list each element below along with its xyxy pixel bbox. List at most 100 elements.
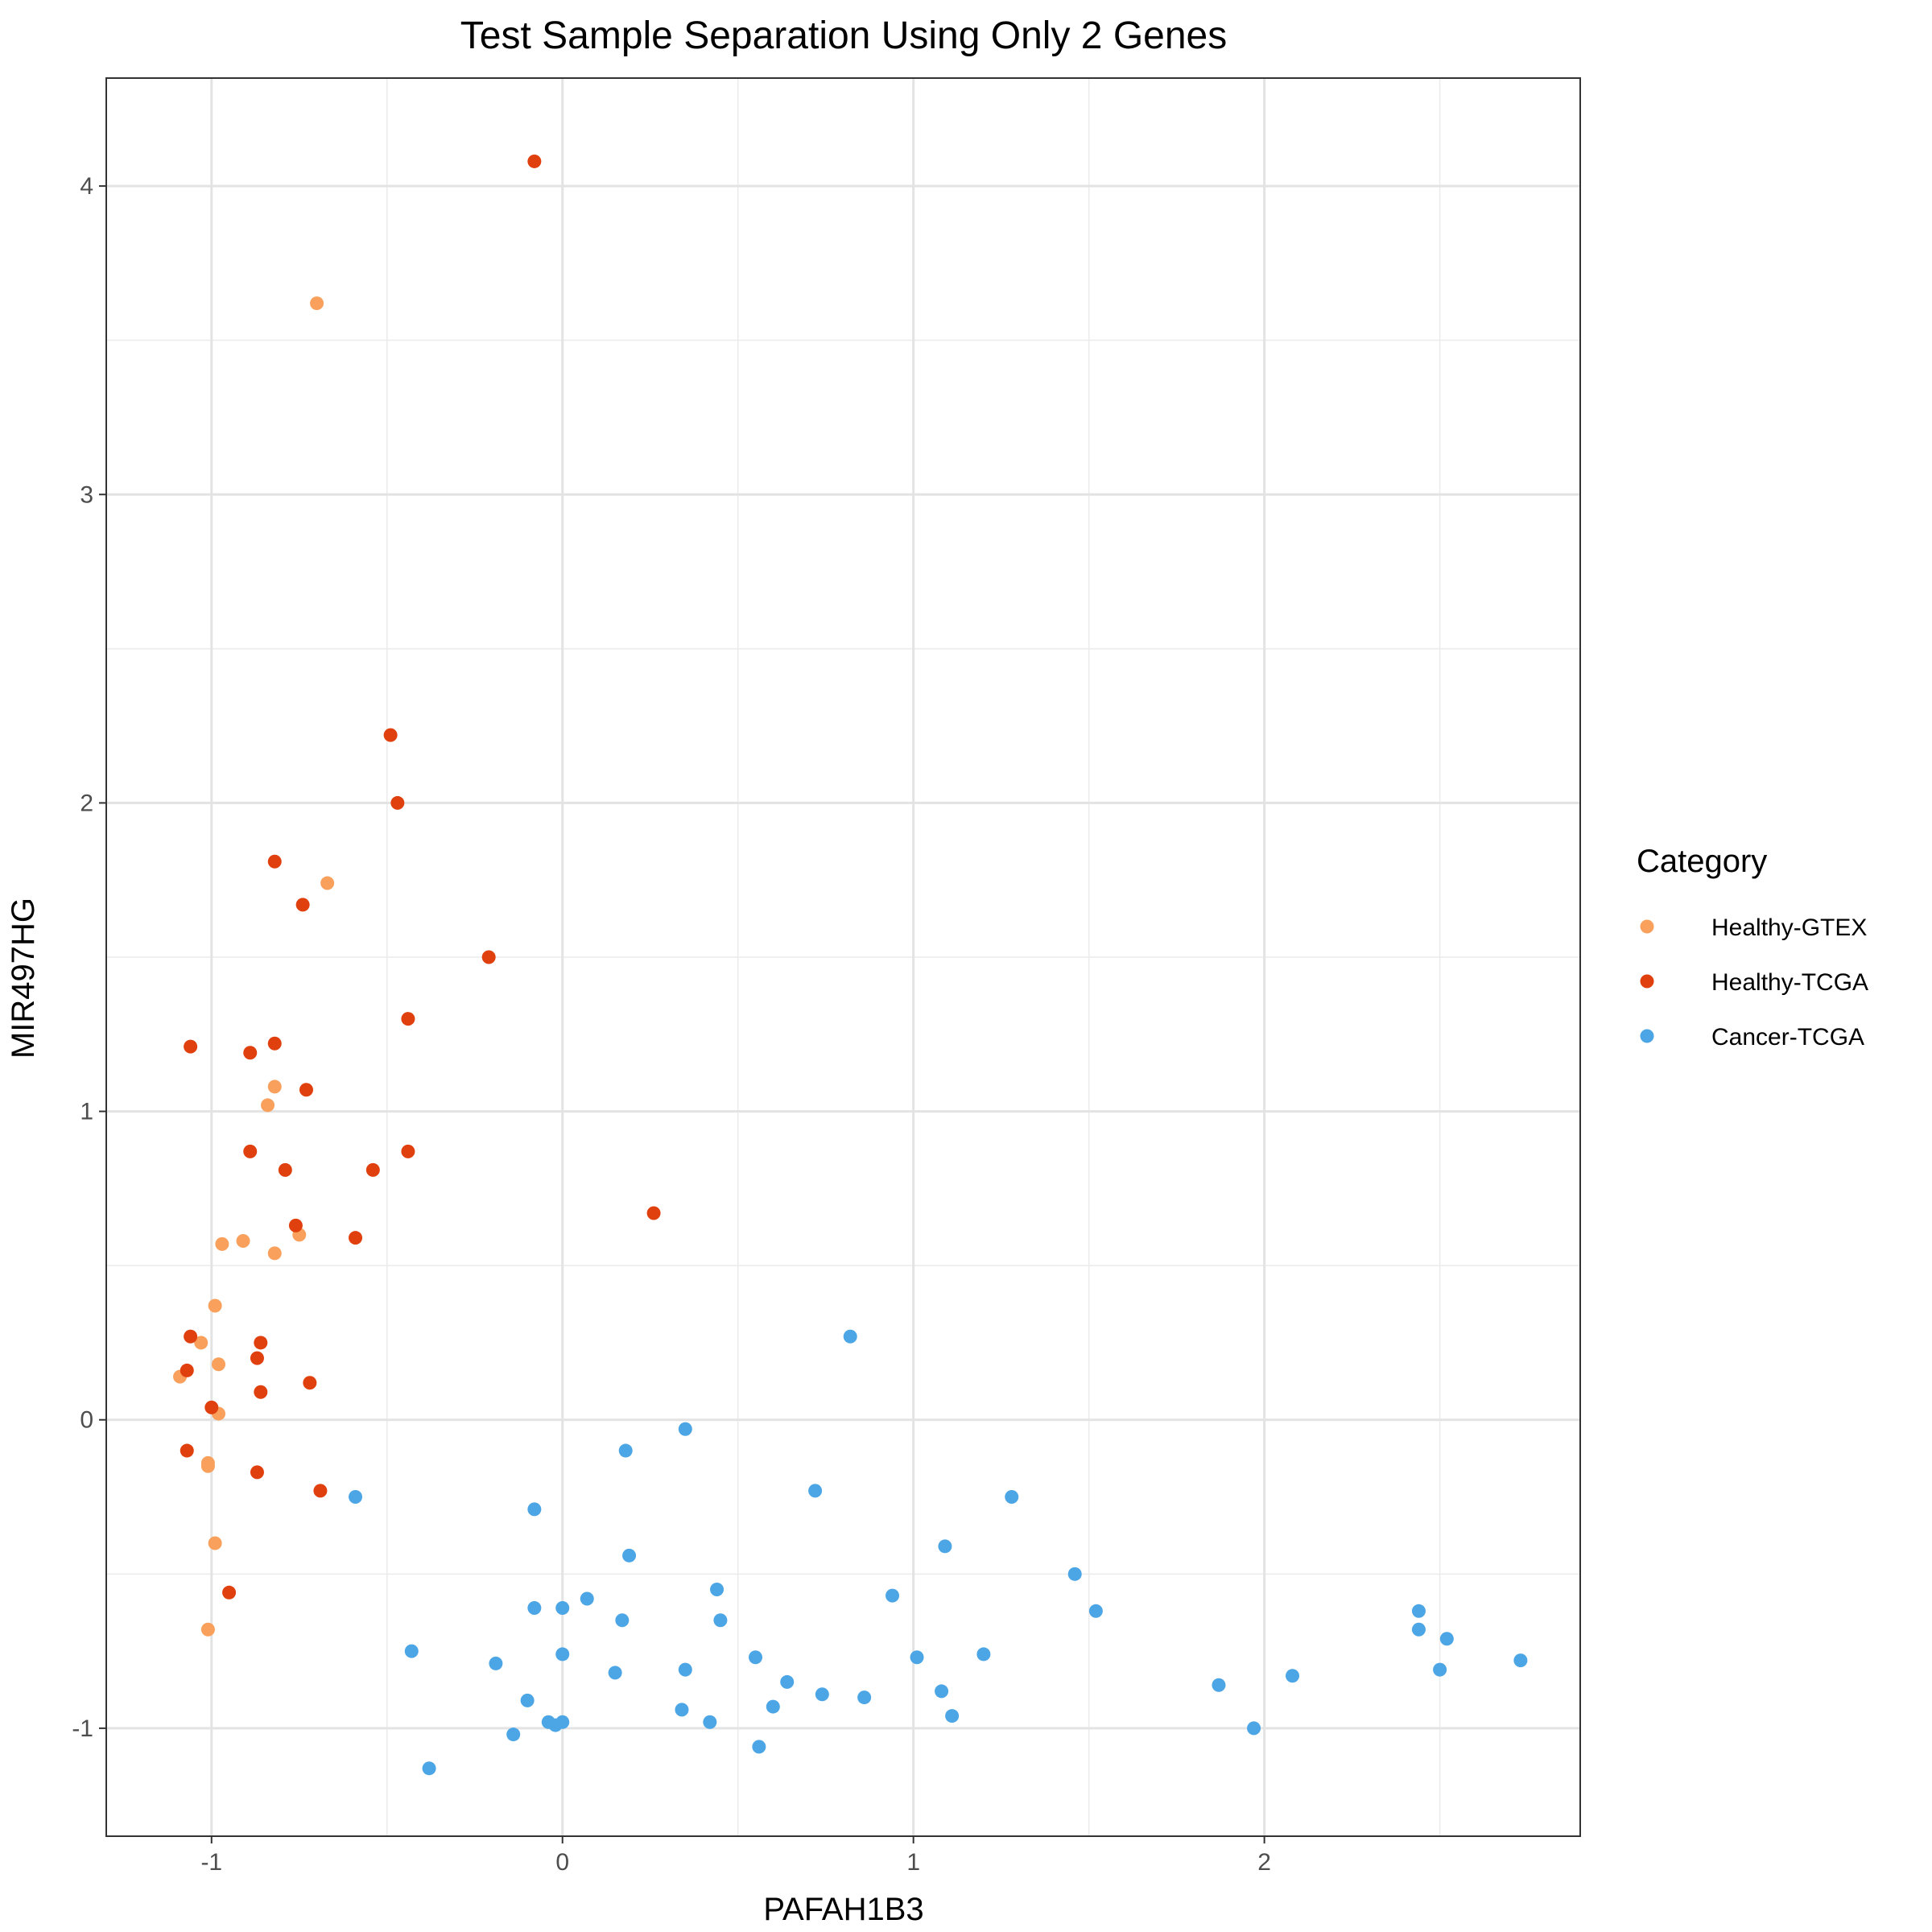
data-point — [180, 1363, 194, 1377]
data-point — [303, 1376, 317, 1390]
legend-label: Cancer-TCGA — [1711, 1024, 1864, 1051]
legend: Category Healthy-GTEX Healthy-TCGA Cancer-… — [1637, 844, 1868, 1051]
data-point — [208, 1298, 222, 1313]
data-point — [299, 1083, 313, 1097]
data-point — [749, 1650, 763, 1665]
data-point — [580, 1591, 594, 1606]
data-point — [208, 1536, 222, 1550]
data-point — [295, 898, 310, 912]
data-point — [1411, 1622, 1426, 1637]
x-axis: -1 0 1 2 — [200, 1836, 1271, 1876]
data-point — [267, 1246, 282, 1261]
data-point — [527, 1502, 542, 1517]
data-point — [857, 1690, 872, 1705]
data-point — [204, 1400, 219, 1414]
data-point — [1433, 1662, 1447, 1677]
data-point — [349, 1490, 363, 1505]
data-point — [910, 1650, 924, 1665]
data-point — [886, 1588, 900, 1603]
data-point — [243, 1144, 258, 1158]
data-point — [622, 1548, 637, 1563]
data-point — [401, 1144, 415, 1158]
data-point — [678, 1422, 692, 1436]
data-point — [310, 296, 324, 311]
x-axis-title: PAFAH1B3 — [763, 1892, 923, 1927]
data-point — [404, 1644, 419, 1658]
data-point — [422, 1761, 436, 1776]
data-point — [1005, 1490, 1019, 1505]
x-tick-label: -1 — [200, 1849, 222, 1876]
data-point — [1439, 1632, 1454, 1646]
data-point — [945, 1709, 960, 1724]
data-point — [180, 1443, 194, 1458]
data-point — [678, 1662, 692, 1677]
y-tick-label: 3 — [80, 481, 93, 508]
data-point — [1513, 1653, 1528, 1668]
data-point — [200, 1622, 215, 1637]
data-points — [173, 154, 1528, 1776]
data-point — [710, 1582, 724, 1596]
y-tick-label: -1 — [72, 1715, 93, 1742]
data-point — [320, 876, 335, 890]
data-point — [766, 1699, 780, 1714]
data-point — [976, 1647, 991, 1662]
data-point — [212, 1357, 226, 1372]
data-point — [250, 1351, 264, 1365]
y-tick-label: 0 — [80, 1407, 93, 1434]
data-point — [184, 1039, 198, 1054]
data-point — [1067, 1567, 1082, 1581]
data-point — [184, 1329, 198, 1344]
legend-label: Healthy-GTEX — [1711, 914, 1867, 941]
legend-label: Healthy-TCGA — [1711, 969, 1868, 996]
legend-items: Healthy-GTEX Healthy-TCGA Cancer-TCGA — [1640, 914, 1868, 1051]
data-point — [646, 1206, 661, 1220]
y-tick-label: 4 — [80, 173, 93, 200]
data-point — [267, 1036, 282, 1051]
data-point — [261, 1098, 275, 1113]
legend-title: Category — [1637, 844, 1767, 879]
data-point — [278, 1162, 292, 1177]
data-point — [555, 1647, 570, 1662]
data-point — [267, 1080, 282, 1094]
data-point — [935, 1684, 949, 1699]
data-point — [1411, 1604, 1426, 1618]
data-point — [938, 1539, 952, 1554]
data-point — [401, 1012, 415, 1026]
data-point — [288, 1218, 303, 1232]
data-point — [1088, 1604, 1103, 1618]
legend-key — [1640, 1029, 1654, 1043]
data-point — [365, 1162, 380, 1177]
data-point — [843, 1329, 857, 1344]
data-point — [527, 154, 542, 168]
data-point — [615, 1613, 630, 1628]
data-point — [808, 1484, 823, 1498]
y-axis: -1 0 1 2 3 4 — [72, 173, 106, 1742]
y-tick-label: 2 — [80, 790, 93, 816]
data-point — [618, 1443, 633, 1458]
data-point — [752, 1740, 766, 1754]
data-point — [815, 1687, 829, 1702]
data-point — [555, 1715, 570, 1729]
data-point — [383, 728, 398, 742]
data-point — [243, 1046, 258, 1060]
y-axis-title: MIR497HG — [6, 898, 41, 1059]
data-point — [254, 1335, 268, 1350]
data-point — [313, 1484, 328, 1498]
legend-key — [1640, 919, 1654, 934]
data-point — [390, 795, 405, 810]
x-tick-label: 0 — [555, 1849, 569, 1876]
data-point — [506, 1728, 521, 1742]
data-point — [675, 1703, 689, 1717]
data-point — [1247, 1721, 1261, 1736]
data-point — [1286, 1669, 1300, 1683]
gridlines — [106, 78, 1580, 1836]
y-tick-label: 1 — [80, 1099, 93, 1125]
data-point — [703, 1715, 717, 1729]
data-point — [608, 1666, 622, 1680]
legend-key — [1640, 974, 1654, 989]
data-point — [489, 1656, 503, 1670]
data-point — [349, 1231, 363, 1245]
data-point — [236, 1234, 250, 1249]
data-point — [254, 1385, 268, 1399]
